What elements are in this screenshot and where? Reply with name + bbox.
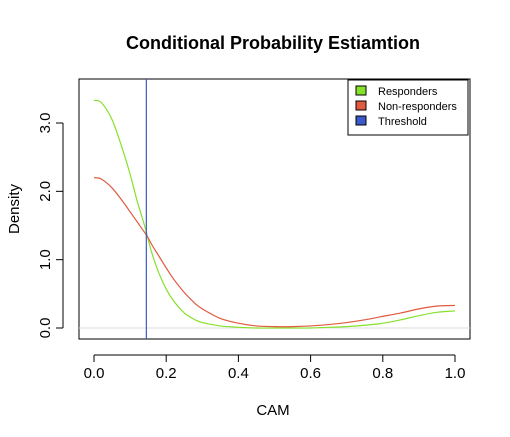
legend-swatch <box>355 85 367 96</box>
x-tick-label: 0.2 <box>156 365 177 382</box>
y-tick-label: 3.0 <box>37 113 54 134</box>
legend: Responders Non-responders Threshold <box>347 79 469 136</box>
axes: 0.0 0.2 0.4 0.6 0.8 1.0 0.0 1.0 2.0 3.0 <box>37 113 465 382</box>
legend-label: Responders <box>378 86 438 98</box>
series-line-non-responders <box>93 177 456 328</box>
y-tick-label: 2.0 <box>37 181 54 202</box>
series-line-responders <box>93 99 456 329</box>
x-axis-label: CAM <box>256 402 289 419</box>
x-tick-label: 0.6 <box>300 365 321 382</box>
plot-frame <box>78 78 471 340</box>
y-tick-label: 0.0 <box>37 318 54 339</box>
chart-title: Conditional Probability Estiamtion <box>126 33 420 53</box>
y-tick-label: 1.0 <box>37 249 54 270</box>
legend-swatch <box>355 115 367 126</box>
legend-swatch <box>355 100 367 111</box>
x-tick-label: 1.0 <box>445 365 466 382</box>
plot-content <box>79 79 470 339</box>
x-tick-label: 0.4 <box>228 365 249 382</box>
y-axis-label: Density <box>6 183 23 234</box>
x-tick-label: 0.8 <box>372 365 393 382</box>
legend-label: Threshold <box>378 116 427 128</box>
legend-box <box>347 79 469 136</box>
legend-label: Non-responders <box>378 101 457 113</box>
x-tick-label: 0.0 <box>84 365 105 382</box>
